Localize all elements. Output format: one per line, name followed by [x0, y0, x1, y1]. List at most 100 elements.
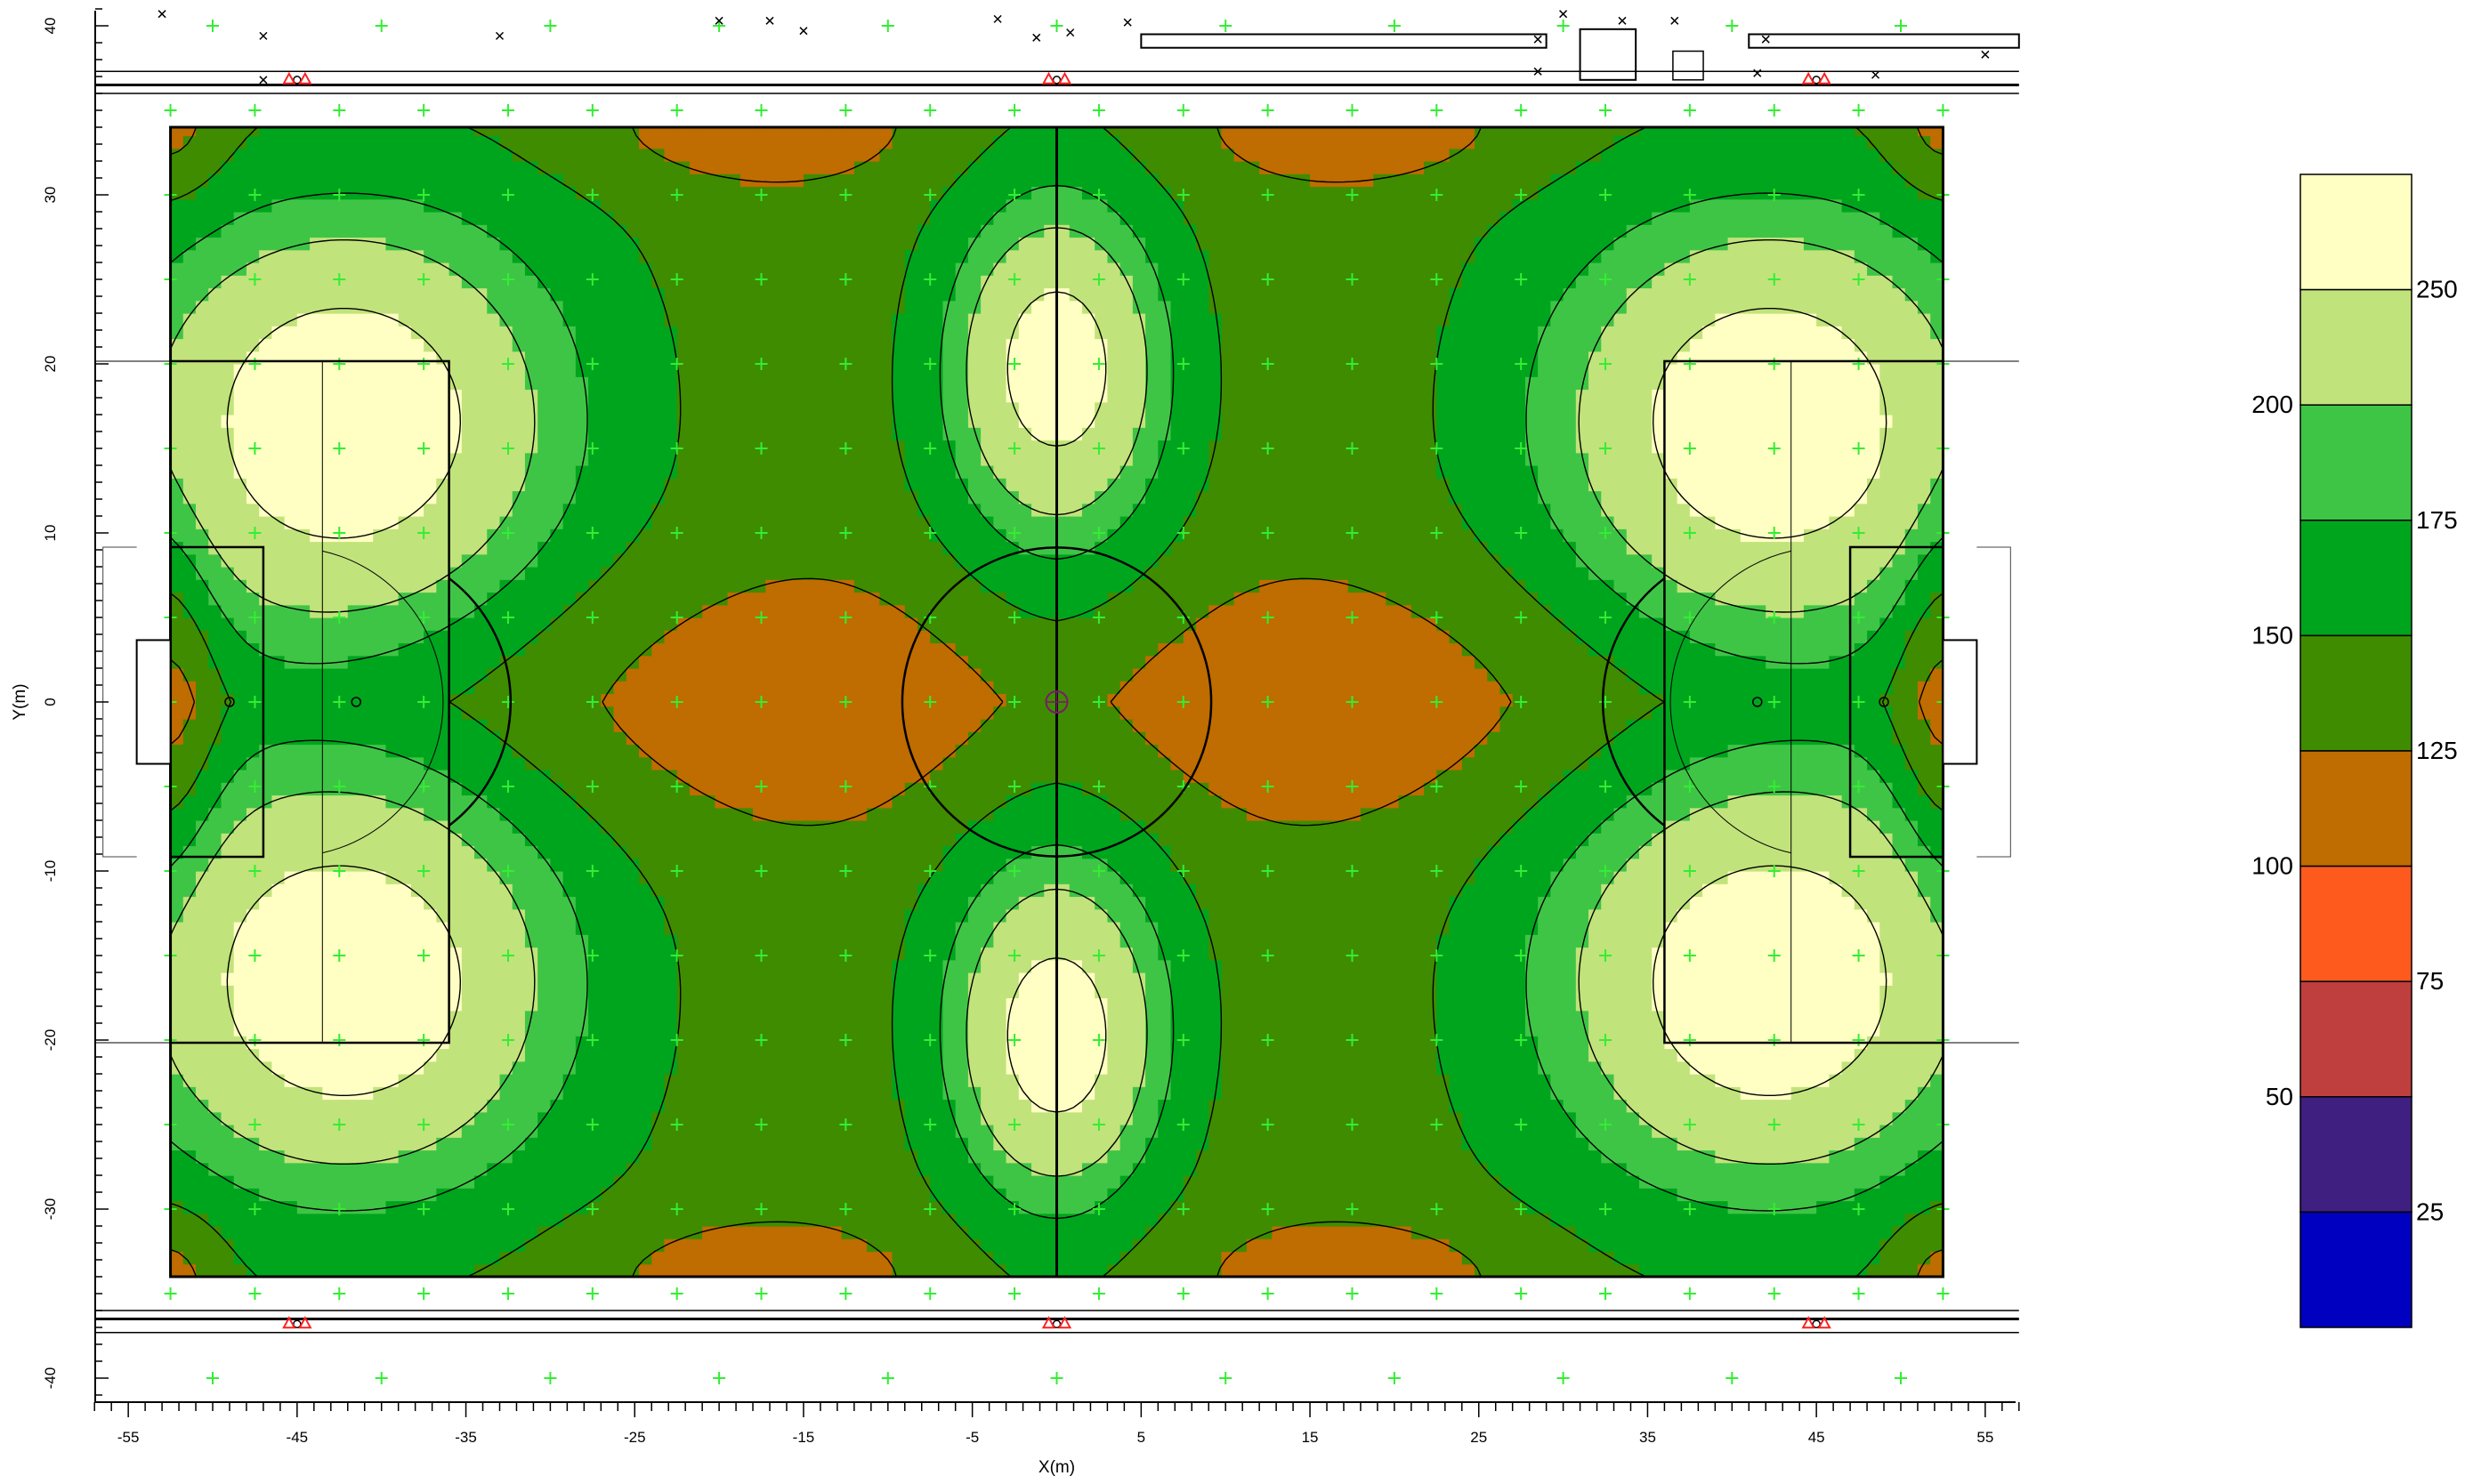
contour-cell [778, 1010, 792, 1024]
contour-cell [373, 249, 387, 263]
contour-cell [398, 655, 412, 669]
contour-cell [512, 503, 526, 517]
contour-cell [575, 579, 589, 593]
contour-cell [424, 592, 437, 606]
contour-cell [410, 858, 424, 872]
contour-cell [259, 262, 272, 276]
contour-cell [310, 744, 323, 758]
contour-cell [347, 833, 361, 847]
contour-cell [828, 351, 843, 365]
contour-cell [449, 490, 463, 504]
contour-cell [310, 478, 323, 492]
contour-cell [626, 719, 640, 732]
contour-cell [436, 604, 450, 618]
contour-cell [753, 249, 766, 263]
contour-cell [182, 135, 197, 149]
contour-cell [284, 604, 298, 618]
contour-cell [524, 389, 538, 403]
contour-cell [664, 541, 678, 555]
contour-cell [841, 756, 855, 770]
contour-cell [322, 1226, 336, 1239]
contour-cell [803, 465, 817, 479]
contour-cell [208, 338, 222, 352]
contour-cell [524, 249, 538, 263]
contour-cell [347, 415, 361, 428]
contour-cell [790, 135, 804, 149]
contour-cell [424, 959, 437, 973]
contour-cell [638, 1162, 652, 1176]
contour-cell [664, 427, 678, 441]
contour-cell [601, 807, 615, 821]
contour-cell [208, 528, 222, 543]
contour-cell [246, 871, 260, 884]
contour-cell [373, 135, 387, 149]
contour-cell [322, 237, 336, 251]
contour-cell [753, 262, 766, 276]
contour-cell [296, 896, 311, 910]
contour-cell [221, 148, 235, 162]
contour-cell [537, 770, 551, 783]
contour-cell [853, 287, 868, 302]
contour-cell [512, 1149, 526, 1164]
contour-cell [778, 1023, 792, 1036]
contour-cell [562, 1175, 577, 1189]
contour-cell [322, 1086, 336, 1101]
contour-cell [651, 1162, 666, 1176]
contour-cell [626, 452, 640, 466]
contour-cell [601, 300, 615, 314]
contour-cell [208, 1251, 222, 1265]
contour-cell [398, 1251, 412, 1265]
contour-cell [613, 478, 627, 492]
contour-cell [575, 440, 589, 454]
contour-cell [803, 364, 817, 377]
contour-cell [436, 1099, 450, 1113]
contour-cell [524, 1175, 538, 1189]
contour-cell [601, 1036, 615, 1050]
contour-cell [524, 478, 538, 492]
contour-cell [626, 820, 640, 834]
contour-cell [715, 541, 729, 555]
contour-cell [727, 985, 741, 999]
contour-cell [512, 794, 526, 809]
contour-cell [588, 655, 602, 669]
contour-cell [347, 401, 361, 415]
contour-cell [638, 1036, 652, 1050]
contour-cell [208, 262, 222, 276]
contour-cell [512, 668, 526, 682]
contour-cell [246, 820, 260, 834]
contour-cell [676, 503, 691, 517]
contour-cell [828, 744, 843, 758]
contour-cell [715, 1048, 729, 1062]
contour-cell [664, 630, 678, 644]
contour-cell [385, 719, 400, 732]
contour-cell [410, 1213, 424, 1227]
contour-cell [182, 1086, 197, 1101]
contour-cell [689, 845, 703, 859]
contour-cell [410, 541, 424, 555]
contour-cell [562, 985, 577, 999]
contour-cell [347, 820, 361, 834]
contour-cell [373, 415, 387, 428]
contour-cell [638, 300, 652, 314]
contour-cell [221, 1137, 235, 1151]
contour-cell [170, 896, 184, 910]
contour-cell [778, 1226, 792, 1239]
contour-cell [436, 1023, 450, 1036]
contour-cell [385, 1188, 400, 1202]
contour-cell [246, 389, 260, 403]
contour-cell [474, 1048, 488, 1062]
contour-cell [487, 833, 501, 847]
contour-cell [853, 262, 868, 276]
contour-cell [651, 770, 666, 783]
contour-cell [550, 212, 564, 225]
contour-cell [487, 275, 501, 289]
contour-cell [424, 553, 437, 568]
contour-cell [259, 706, 272, 720]
contour-cell [816, 1048, 830, 1062]
contour-cell [550, 541, 564, 555]
contour-cell [233, 820, 247, 834]
contour-cell [398, 908, 412, 923]
contour-cell [335, 249, 349, 263]
contour-cell [196, 326, 209, 340]
contour-cell [310, 1099, 323, 1113]
